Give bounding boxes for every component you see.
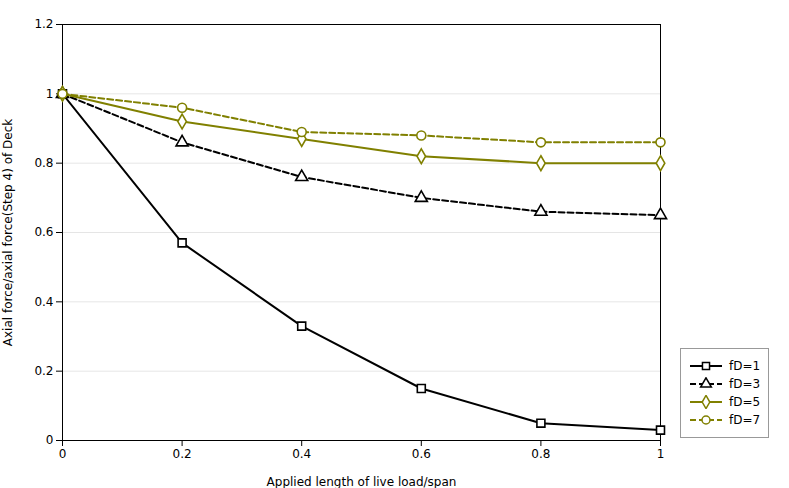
- html-text:fD=5: fD=5: [729, 395, 761, 409]
- svg-text:0: 0: [59, 447, 67, 461]
- svg-text:0.2: 0.2: [34, 364, 53, 378]
- svg-text:0.2: 0.2: [173, 447, 192, 461]
- svg-text:0: 0: [46, 433, 54, 447]
- svg-text:Axial force/axial force(Step 4: Axial force/axial force(Step 4) of Deck: [1, 119, 15, 346]
- svg-text:1: 1: [46, 87, 54, 101]
- svg-text:1.2: 1.2: [34, 17, 53, 31]
- html-text:fD=3: fD=3: [729, 377, 761, 391]
- svg-text:0.8: 0.8: [531, 447, 550, 461]
- html-text:fD=7: fD=7: [729, 413, 761, 427]
- svg-text:0.4: 0.4: [34, 295, 53, 309]
- svg-text:Applied length of live load/sp: Applied length of live load/span: [267, 475, 457, 488]
- svg-text:0.8: 0.8: [34, 156, 53, 170]
- svg-text:0.6: 0.6: [34, 225, 53, 239]
- html-text:fD=1: fD=1: [729, 359, 761, 373]
- svg-text:0.6: 0.6: [412, 447, 431, 461]
- svg-text:1: 1: [657, 447, 665, 461]
- svg-text:0.4: 0.4: [292, 447, 311, 461]
